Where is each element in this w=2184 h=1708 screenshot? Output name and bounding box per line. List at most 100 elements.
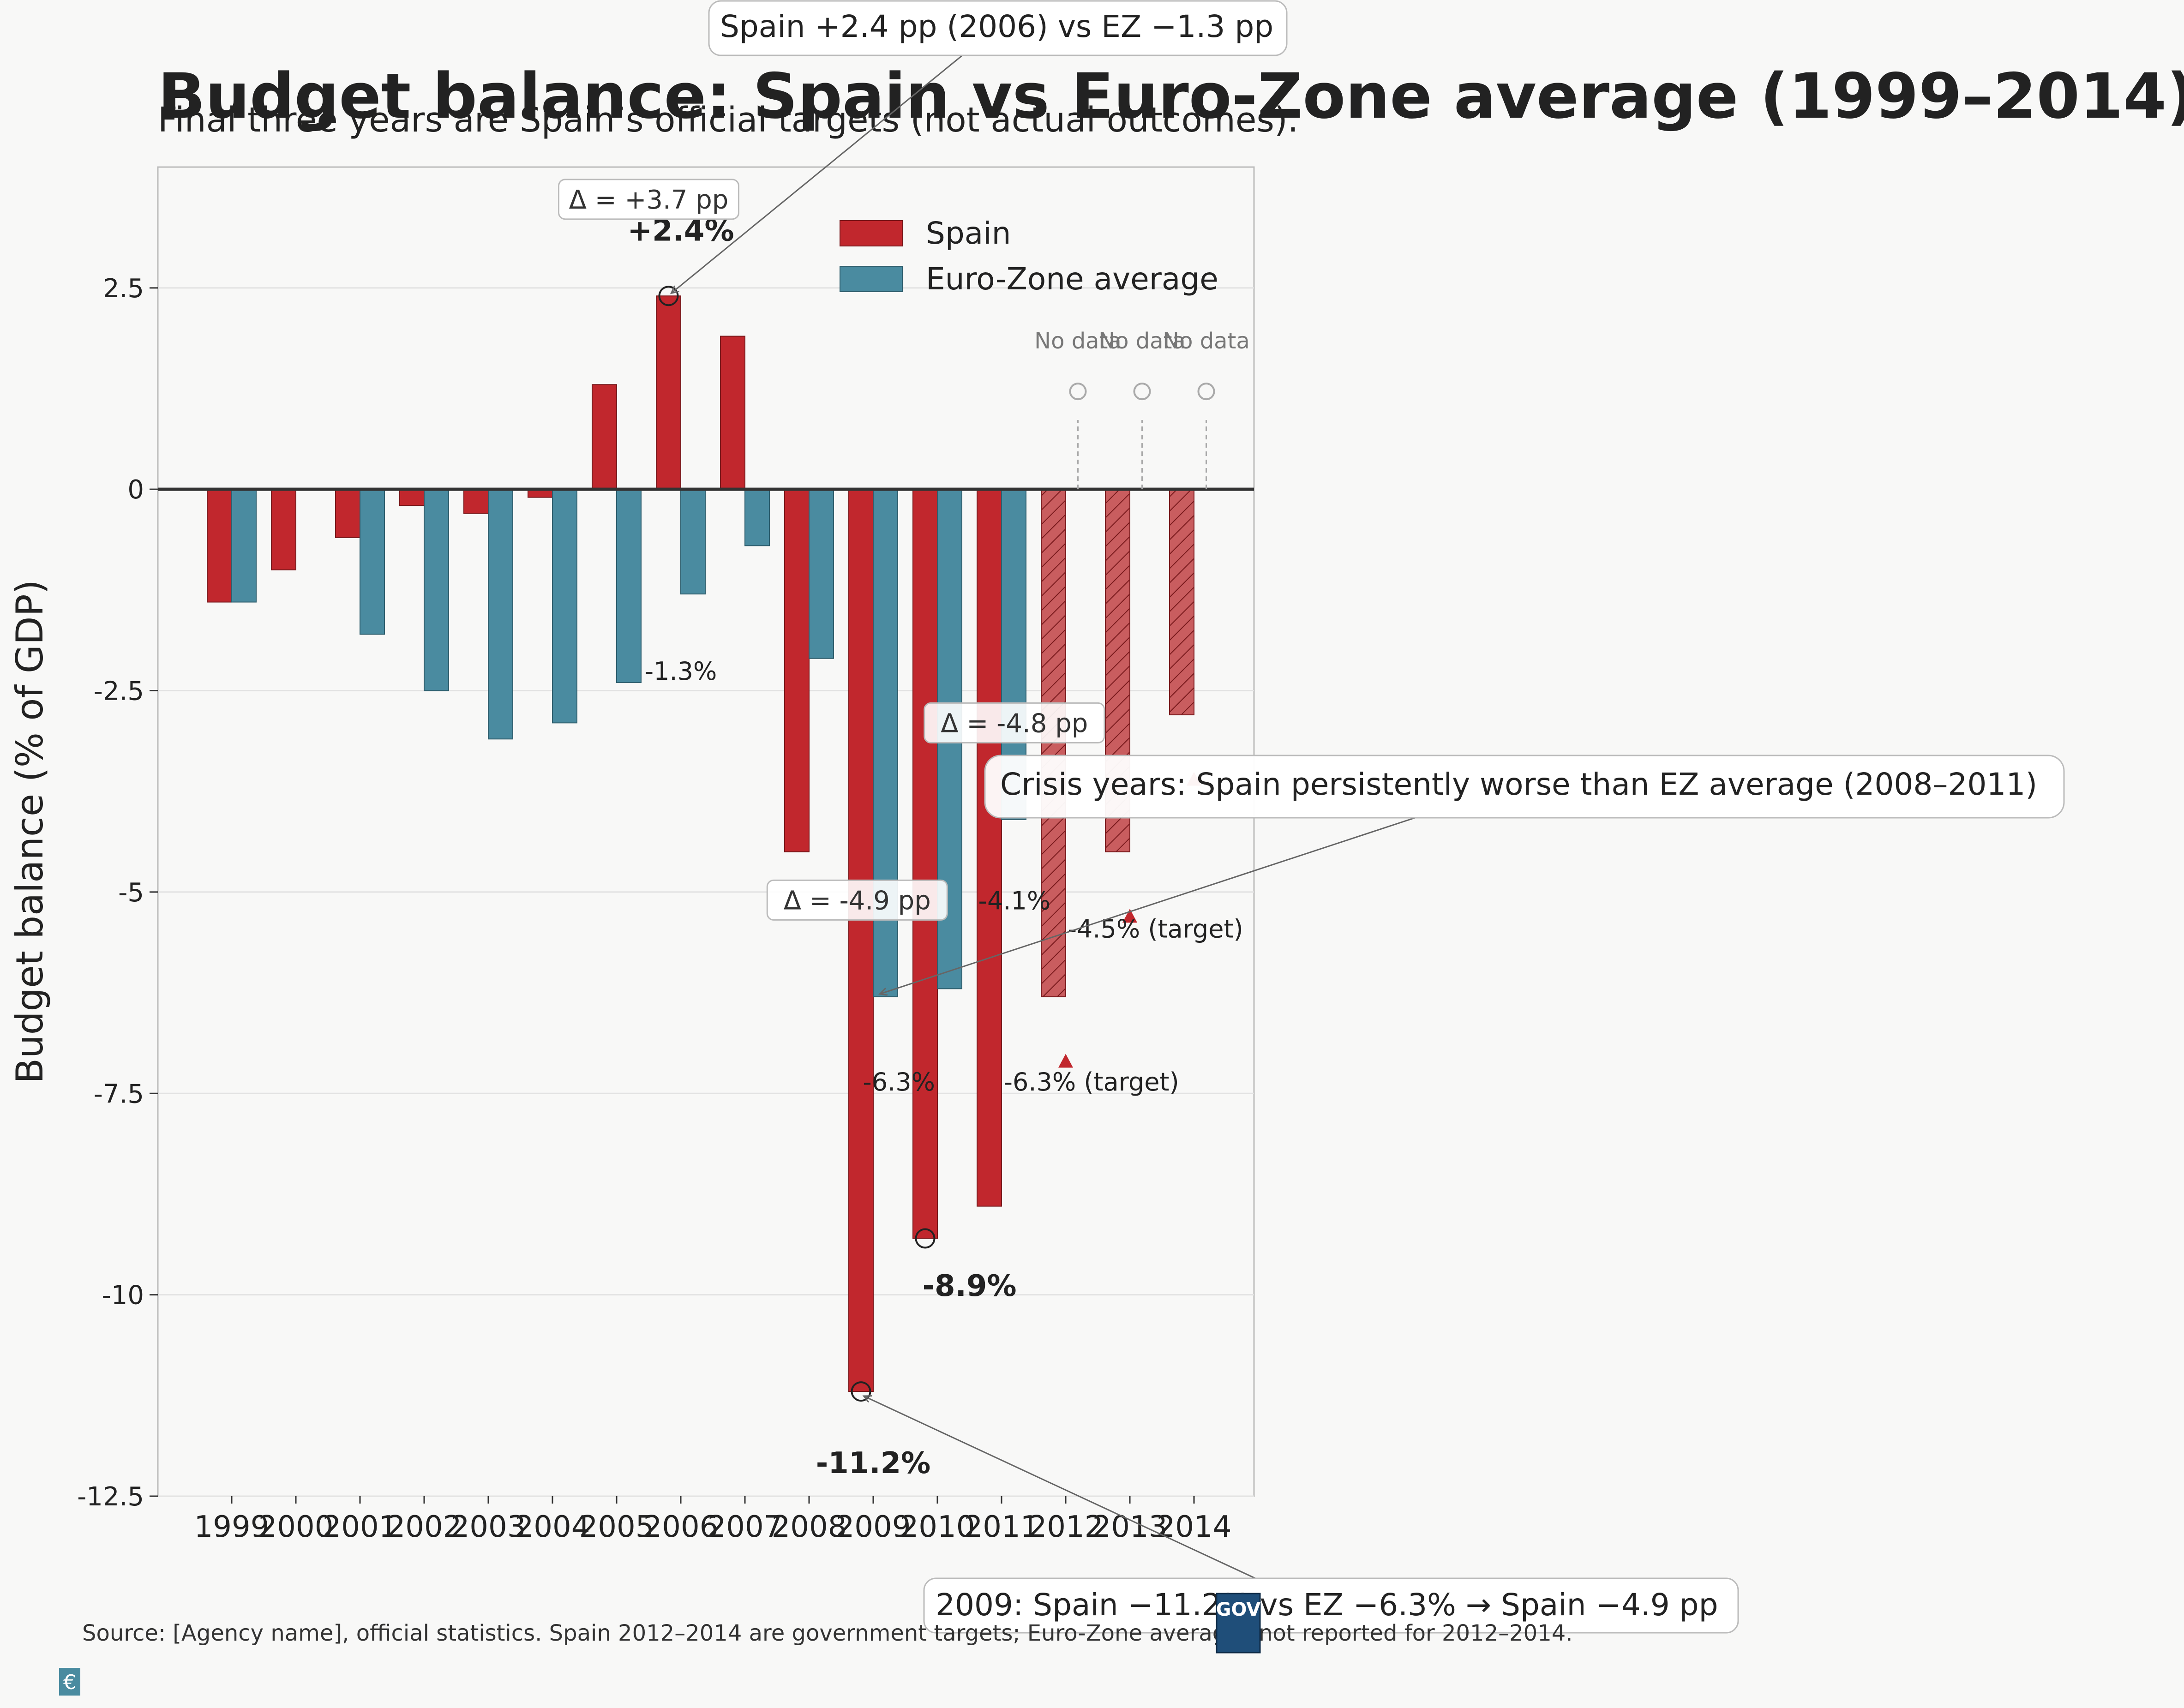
legend-swatch-ez	[840, 266, 903, 292]
bar-ez-2008	[809, 489, 834, 659]
y-tick-label: -12.5	[77, 1482, 144, 1512]
bar-ez-1999	[231, 489, 257, 603]
bar-spain-2011	[977, 489, 1002, 1207]
data-label: -6.3% (target)	[1004, 1067, 1179, 1097]
callout-2006: Spain +2.4 pp (2006) vs EZ −1.3 pp	[672, 0, 1288, 293]
data-labels: +2.4%-1.3%-8.9%-11.2%-6.3%-4.1%-6.3% (ta…	[627, 214, 1243, 1481]
euro-icon-text: €	[63, 1671, 76, 1694]
delta-label: Δ = +3.7 pp	[569, 185, 729, 215]
bar-ez-2009	[873, 489, 898, 997]
bar-spain-2007	[720, 336, 745, 490]
x-tick-label: 2014	[1157, 1510, 1232, 1544]
highlight-circle	[851, 1381, 871, 1402]
data-label: -11.2%	[816, 1446, 931, 1480]
no-data-circle	[1133, 383, 1151, 401]
callout-arrow	[880, 817, 1416, 994]
callout-box	[708, 0, 1288, 56]
delta-boxes: Δ = +3.7 pp Δ = -4.8 pp Δ = -4.9 pp	[558, 179, 1105, 921]
callout-arrow	[864, 1396, 1256, 1579]
data-label: -4.1%	[978, 886, 1050, 915]
y-tick-label: -10	[102, 1281, 144, 1311]
x-tick-label: 1999	[194, 1510, 270, 1544]
highlight-circle	[658, 286, 679, 306]
gov-badge-icon: GOV	[1216, 1593, 1261, 1654]
euro-icon: €	[59, 1668, 80, 1696]
x-tick-label: 2005	[579, 1510, 654, 1544]
delta-label: Δ = -4.9 pp	[784, 886, 931, 916]
bar-spain-2014	[1169, 489, 1194, 715]
bar-ez-2006	[680, 489, 706, 595]
bar-spain-2006	[656, 295, 681, 490]
callout-text: Spain +2.4 pp (2006) vs EZ −1.3 pp	[720, 9, 1273, 44]
callout-2009: 2009: Spain −11.2% vs EZ −6.3% → Spain −…	[864, 1396, 1739, 1634]
delta-box	[766, 879, 948, 921]
bar-spain-2000	[271, 489, 296, 570]
bar-spain-2010	[912, 489, 938, 1239]
callout-arrow	[672, 54, 963, 293]
bar-ez-2005	[616, 489, 642, 683]
x-tick-label: 2012	[1028, 1510, 1104, 1544]
x-tick-label: 2010	[900, 1510, 975, 1544]
no-data-circle	[1197, 383, 1215, 401]
bar-spain-2005	[592, 384, 617, 490]
gridlines	[158, 287, 1254, 1497]
no-data-label: No data	[1163, 328, 1250, 354]
x-tick-label: 2002	[387, 1510, 462, 1544]
source-note: Source: [Agency name], official statisti…	[82, 1620, 1573, 1646]
legend: Spain Euro-Zone average	[840, 216, 1218, 297]
data-label: -6.3%	[863, 1067, 935, 1097]
data-label: -8.9%	[922, 1269, 1016, 1303]
callout-text: Crisis years: Spain persistently worse t…	[1000, 767, 2037, 802]
target-marker-icon	[1058, 1054, 1073, 1068]
y-tick-label: 2.5	[103, 274, 144, 304]
x-tick-label: 2011	[964, 1510, 1039, 1544]
x-tick-label: 2004	[515, 1510, 590, 1544]
bar-spain-2001	[335, 489, 360, 538]
data-label: -4.5% (target)	[1068, 914, 1243, 943]
delta-label: Δ = -4.8 pp	[941, 708, 1088, 738]
x-tick-label: 2001	[323, 1510, 398, 1544]
chart-title: Budget balance: Spain vs Euro-Zone avera…	[158, 60, 2184, 132]
callout-box	[984, 755, 2065, 819]
no-data-label: No data	[1098, 328, 1186, 354]
bar-ez-2007	[744, 489, 770, 546]
no-data-label: No data	[1034, 328, 1122, 354]
chart-subtitle: Final three years are Spain’s official t…	[158, 100, 1298, 140]
plot-area	[157, 166, 1255, 1497]
callout-text: 2009: Spain −11.2% vs EZ −6.3% → Spain −…	[936, 1587, 1718, 1623]
target-marker-icon	[1122, 909, 1137, 923]
x-tick-label: 2006	[643, 1510, 719, 1544]
bar-spain-2008	[784, 489, 810, 852]
x-axis-ticks: 1999200020012002200320042005200620072008…	[194, 1496, 1232, 1544]
bar-spain-2003	[463, 489, 489, 514]
legend-label-ez: Euro-Zone average	[926, 261, 1218, 297]
x-tick-label: 2007	[708, 1510, 783, 1544]
no-data-circle	[1069, 383, 1087, 401]
callout-crisis: Crisis years: Spain persistently worse t…	[880, 755, 2065, 994]
x-tick-label: 2000	[258, 1510, 334, 1544]
delta-box	[558, 179, 739, 220]
legend-swatch-spain	[840, 220, 903, 246]
y-tick-label: 0	[127, 475, 144, 505]
bar-ez-2004	[552, 489, 577, 724]
bar-spain-1999	[207, 489, 232, 603]
y-tick-label: -2.5	[94, 677, 144, 707]
legend-label-spain: Spain	[926, 216, 1011, 251]
y-axis-label: Budget balance (% of GDP)	[8, 580, 51, 1084]
x-tick-label: 2009	[836, 1510, 911, 1544]
bar-ez-2002	[424, 489, 449, 691]
highlight-circle	[915, 1228, 936, 1249]
bar-spain-2002	[399, 489, 425, 506]
gov-badge-text: GOV	[1216, 1599, 1261, 1620]
x-tick-label: 2013	[1092, 1510, 1168, 1544]
highlight-circles	[658, 286, 936, 1402]
callout-box	[923, 1577, 1739, 1634]
x-tick-label: 2003	[451, 1510, 526, 1544]
y-tick-label: -7.5	[94, 1079, 144, 1109]
data-label: -1.3%	[645, 657, 717, 686]
bar-spain-2009	[848, 489, 874, 1392]
y-tick-label: -5	[118, 878, 144, 908]
delta-box	[924, 702, 1105, 743]
